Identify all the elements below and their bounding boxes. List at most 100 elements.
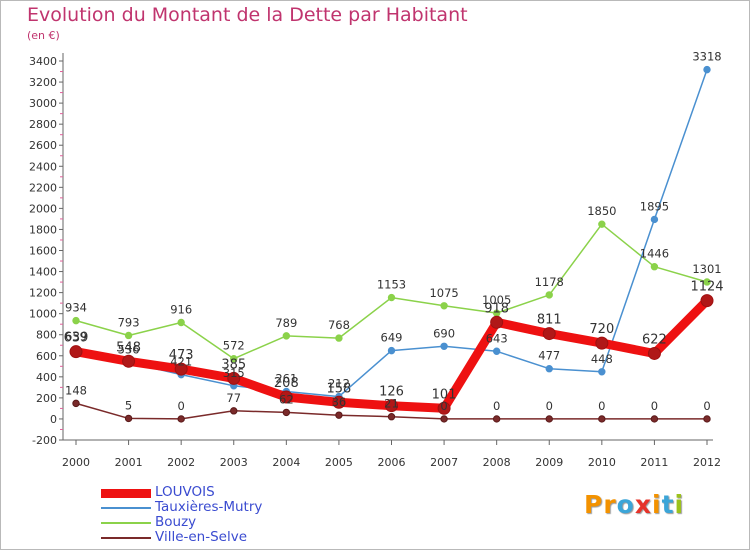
data-label-louvois: 639: [64, 331, 89, 346]
y-tick-label: 1200: [29, 287, 57, 300]
y-tick-label: 2000: [29, 202, 57, 215]
data-point-bouzy: [124, 331, 133, 340]
data-point-ville-en-selve: [335, 411, 343, 419]
data-label-bouzy: 572: [223, 339, 245, 353]
legend-label: LOUVOIS: [155, 484, 215, 500]
data-point-bouzy: [598, 220, 606, 228]
data-point-tauxieres-mutry: [703, 65, 711, 74]
data-point-louvois: [332, 395, 346, 409]
data-label-ville-en-selve: 62: [279, 392, 294, 406]
legend-label: Ville-en-Selve: [155, 529, 248, 545]
x-tick-label: 2010: [588, 456, 616, 469]
logo-letter: i: [674, 490, 685, 519]
x-tick-label: 2001: [115, 456, 143, 469]
y-tick-label: 200: [36, 392, 57, 405]
legend-label: Bouzy: [155, 514, 197, 530]
chart-subtitle: (en €): [27, 29, 60, 42]
data-point-tauxieres-mutry: [598, 368, 606, 376]
y-tick-label: 3400: [29, 55, 57, 68]
data-label-ville-en-selve: 77: [226, 391, 241, 405]
data-point-louvois: [69, 345, 83, 359]
data-label-ville-en-selve: 0: [651, 399, 658, 413]
data-label-tauxieres-mutry: 421: [170, 355, 192, 369]
x-tick-label: 2009: [535, 456, 563, 469]
data-point-louvois: [647, 346, 661, 360]
x-tick-label: 2012: [693, 456, 721, 469]
data-point-louvois: [595, 336, 609, 350]
data-label-ville-en-selve: 0: [178, 399, 185, 413]
data-label-ville-en-selve: 148: [65, 383, 87, 397]
x-tick-label: 2011: [640, 456, 668, 469]
data-point-ville-en-selve: [492, 415, 501, 423]
legend-swatch: [101, 507, 151, 509]
data-point-louvois: [700, 294, 714, 308]
data-point-ville-en-selve: [124, 414, 133, 423]
data-label-tauxieres-mutry: 690: [433, 326, 455, 340]
data-label-bouzy: 916: [170, 303, 192, 317]
x-tick-label: 2005: [325, 456, 353, 469]
logo-letter: i: [652, 490, 662, 519]
data-label-bouzy: 1850: [587, 204, 616, 218]
data-point-louvois: [279, 390, 293, 404]
data-point-tauxieres-mutry: [545, 365, 553, 373]
data-point-ville-en-selve: [230, 407, 238, 415]
y-tick-label: 2400: [29, 160, 57, 173]
data-label-ville-en-selve: 0: [598, 399, 605, 413]
x-tick-label: 2004: [272, 456, 300, 469]
data-point-ville-en-selve: [177, 415, 185, 423]
data-label-louvois: 158: [327, 381, 352, 396]
data-point-bouzy: [282, 332, 291, 340]
data-point-tauxieres-mutry: [440, 342, 448, 351]
data-label-ville-en-selve: 36: [332, 395, 347, 409]
y-tick-label: 0: [50, 413, 57, 426]
data-label-ville-en-selve: 0: [703, 399, 710, 413]
legend-swatch: [101, 488, 151, 498]
logo-letter: t: [661, 490, 675, 519]
y-tick-label: -200: [32, 434, 57, 447]
data-label-bouzy: 934: [65, 301, 87, 315]
data-label-bouzy: 1301: [692, 262, 721, 276]
data-point-louvois: [542, 327, 556, 341]
data-label-ville-en-selve: 0: [546, 399, 553, 413]
data-label-tauxieres-mutry: 477: [538, 349, 560, 363]
logo-letter: P: [584, 490, 604, 519]
y-tick-label: 1000: [29, 308, 57, 321]
legend-swatch: [101, 537, 151, 539]
data-label-bouzy: 789: [275, 316, 297, 330]
data-point-tauxieres-mutry: [387, 346, 396, 355]
legend-label: Tauxières-Mutry: [155, 499, 263, 515]
data-label-tauxieres-mutry: 315: [223, 366, 245, 380]
x-tick-label: 2006: [378, 456, 406, 469]
y-tick-label: 1600: [29, 245, 57, 258]
data-label-tauxieres-mutry: 536: [118, 343, 140, 357]
data-label-bouzy: 793: [118, 315, 140, 329]
x-tick-label: 2003: [220, 456, 248, 469]
data-point-louvois: [490, 315, 504, 329]
data-point-ville-en-selve: [545, 415, 553, 423]
data-label-louvois: 918: [484, 301, 509, 316]
data-label-ville-en-selve: 21: [384, 397, 399, 411]
data-label-ville-en-selve: 0: [440, 399, 447, 413]
data-label-louvois: 622: [642, 332, 667, 347]
x-tick-label: 2008: [483, 456, 511, 469]
data-label-louvois: 720: [589, 322, 614, 337]
data-label-louvois: 811: [537, 313, 562, 328]
data-label-ville-en-selve: 5: [125, 398, 132, 412]
logo-letter: o: [616, 490, 635, 519]
data-label-louvois: 473: [169, 348, 194, 363]
data-point-bouzy: [650, 263, 659, 271]
data-label-louvois: 101: [432, 387, 457, 402]
data-label-louvois: 385: [221, 357, 246, 372]
data-point-ville-en-selve: [440, 415, 448, 423]
y-tick-label: 2800: [29, 118, 57, 131]
x-tick-label: 2000: [62, 456, 90, 469]
data-point-bouzy: [703, 278, 711, 286]
data-label-bouzy: 1153: [377, 278, 406, 292]
data-point-ville-en-selve: [282, 408, 291, 417]
data-point-bouzy: [335, 334, 343, 342]
data-label-tauxieres-mutry: 1895: [640, 199, 669, 213]
data-point-bouzy: [177, 318, 185, 327]
y-tick-label: 1400: [29, 266, 57, 279]
